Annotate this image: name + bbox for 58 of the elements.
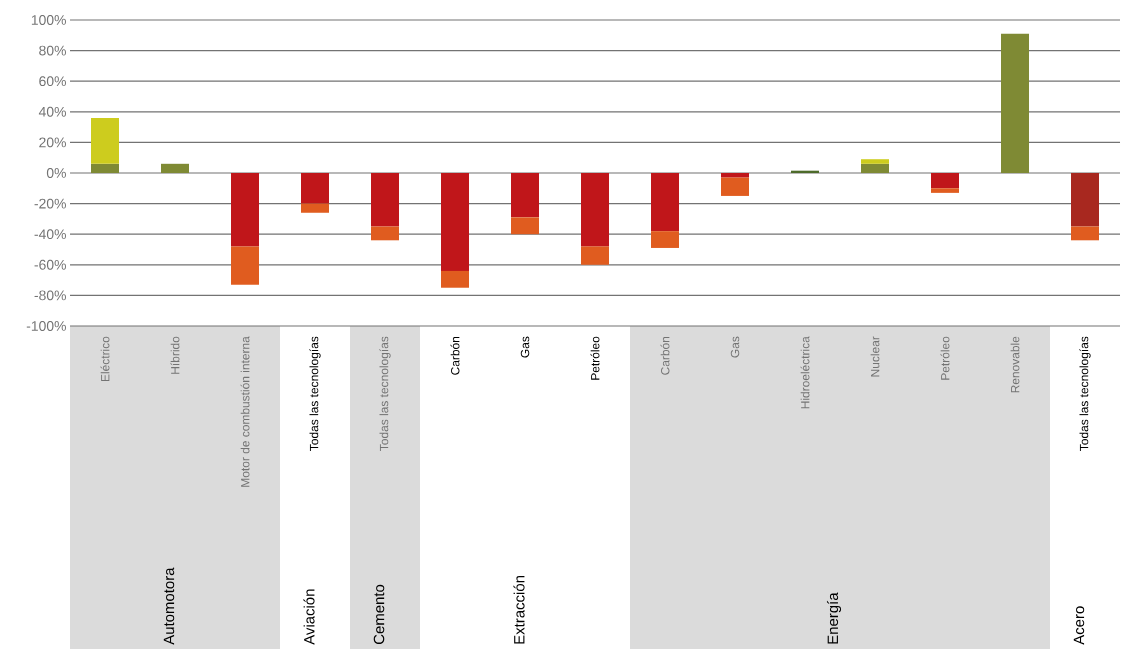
bar bbox=[861, 163, 890, 173]
text: Cemento bbox=[373, 584, 385, 645]
y-tick-label: -40% bbox=[34, 229, 66, 240]
bar bbox=[301, 203, 330, 213]
y-tick-label: 40% bbox=[38, 106, 66, 117]
y-tick-label: -20% bbox=[34, 198, 66, 209]
x-tick-label: Eléctrico bbox=[100, 336, 110, 382]
x-tick-label: Todas las tecnologías bbox=[1079, 336, 1091, 451]
bar bbox=[161, 163, 190, 173]
x-tick-label: Híbrido bbox=[170, 336, 180, 374]
x-tick-label: Todas las tecnologías bbox=[379, 336, 391, 451]
bar bbox=[1071, 172, 1100, 227]
x-tick-label: Petróleo bbox=[940, 336, 950, 380]
y-tick-label: 20% bbox=[39, 137, 66, 148]
bar bbox=[721, 177, 750, 196]
x-tick-label: Carbón bbox=[660, 336, 670, 375]
y-tick-label: -100% bbox=[26, 321, 66, 331]
bar bbox=[581, 172, 610, 247]
bar bbox=[441, 270, 470, 288]
x-tick-label: Nuclear bbox=[870, 336, 880, 377]
bar bbox=[1071, 226, 1100, 241]
bar bbox=[931, 172, 960, 189]
bar bbox=[861, 159, 890, 164]
x-tick-label: Petróleo bbox=[590, 336, 600, 380]
bar bbox=[301, 172, 330, 204]
bar bbox=[651, 172, 680, 232]
bar bbox=[441, 172, 470, 271]
bar bbox=[371, 226, 400, 241]
text: Acero bbox=[1073, 606, 1085, 645]
text: Energía bbox=[826, 592, 842, 644]
text: Extracción bbox=[513, 575, 525, 644]
bar bbox=[91, 117, 120, 164]
y-tick-label: -80% bbox=[34, 290, 66, 301]
bar bbox=[1001, 33, 1030, 173]
bar bbox=[91, 163, 120, 173]
bar bbox=[511, 217, 540, 235]
bar bbox=[511, 172, 540, 218]
y-tick-label: 60% bbox=[39, 76, 66, 87]
bar bbox=[721, 172, 750, 178]
y-tick-label: -60% bbox=[34, 259, 66, 270]
bar bbox=[651, 231, 680, 248]
text: Automotora bbox=[163, 567, 175, 645]
y-tick-label: 0% bbox=[46, 168, 66, 178]
x-tick-label: Renovable bbox=[1010, 336, 1020, 393]
x-tick-label: Gas bbox=[730, 336, 740, 358]
y-tick-label: 80% bbox=[39, 45, 66, 56]
x-tick-label: Hidroeléctrica bbox=[800, 336, 810, 409]
x-tick-label: Gas bbox=[520, 336, 530, 358]
text: Aviación bbox=[303, 589, 315, 645]
x-tick-label: Carbón bbox=[450, 336, 460, 375]
bar bbox=[371, 172, 400, 227]
x-tick-label: Todas las tecnologías bbox=[309, 336, 321, 451]
x-tick-label: Motor de combustión interna bbox=[240, 336, 250, 487]
bar bbox=[931, 188, 960, 193]
bar bbox=[581, 246, 610, 265]
y-tick-label: 100% bbox=[31, 15, 66, 25]
bar bbox=[231, 246, 260, 285]
bar bbox=[231, 172, 260, 247]
